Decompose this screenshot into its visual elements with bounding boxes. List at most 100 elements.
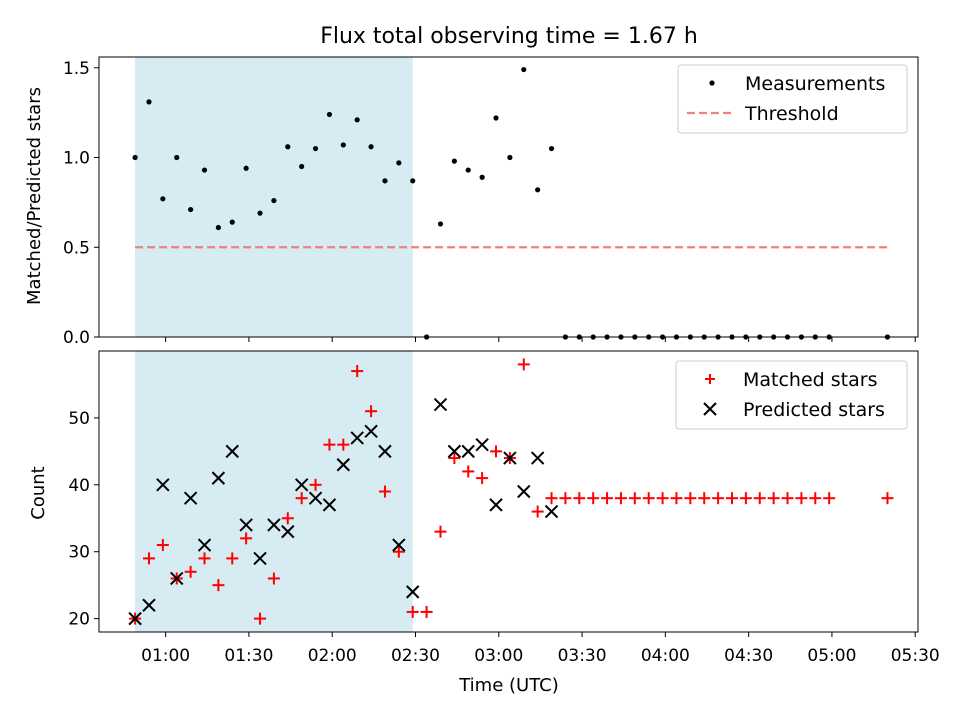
matched-star-point-12 [295, 492, 308, 505]
predicted-star-point-16 [350, 431, 364, 445]
measurement-point-14 [326, 111, 333, 118]
matched-star-point-25 [476, 472, 489, 485]
matched-star-point-20 [406, 605, 419, 618]
x-axis-label: Time (UTC) [458, 675, 559, 696]
matched-star-point-10 [267, 572, 280, 585]
top-y-axis-label: Matched/Predicted stars [24, 87, 45, 305]
bottom-y-tick-label-1: 30 [68, 543, 90, 563]
matched-star-point-38 [656, 492, 669, 505]
matched-star-point-11 [281, 512, 294, 525]
measurement-point-17 [368, 144, 374, 150]
predicted-star-point-22 [447, 444, 462, 459]
chart-title: Flux total observing time = 1.67 h [320, 24, 698, 49]
matched-star-point-9 [254, 612, 267, 625]
predicted-star-point-19 [392, 538, 406, 552]
legend-matched-marker [705, 374, 715, 384]
predicted-star-point-7 [225, 444, 239, 459]
matched-star-point-17 [365, 405, 378, 418]
measurement-point-24 [465, 167, 471, 173]
x-tick-label-6: 04:00 [641, 646, 690, 666]
bottom-plot-area: 20 30 40 50 01:00 01:30 02:00 02:30 03:00 03:30 04… [68, 350, 940, 666]
matched-star-point-40 [684, 492, 697, 505]
bottom-shaded-span [135, 351, 413, 632]
measurement-point-9 [257, 210, 263, 216]
matched-star-point-33 [587, 492, 600, 505]
top-y-tick-label-2: 1.0 [63, 149, 90, 169]
predicted-star-point-26 [503, 451, 517, 465]
matched-star-point-18 [378, 485, 391, 498]
measurement-point-20 [410, 178, 416, 184]
x-tick-label-8: 05:00 [807, 646, 856, 666]
measurement-point-30 [548, 145, 555, 152]
x-tick-label-0: 01:00 [141, 646, 190, 666]
matched-star-point-13 [309, 478, 322, 491]
bottom-legend: Matched stars Predicted stars [675, 360, 908, 430]
predicted-star-point-5 [197, 538, 212, 552]
top-panel: Flux total observing time = 1.67 h 0.0 0.… [24, 24, 919, 348]
predicted-star-point-13 [308, 491, 323, 505]
matched-star-point-24 [462, 465, 475, 478]
matched-star-point-44 [739, 492, 752, 505]
top-plot-area: 0.0 0.5 1.0 1.5 [63, 56, 919, 348]
top-legend: Measurements Threshold [677, 64, 908, 134]
matched-star-point-7 [226, 552, 239, 565]
measurement-point-19 [396, 160, 402, 166]
measurement-point-16 [354, 117, 360, 123]
matched-star-point-8 [240, 532, 253, 545]
measurement-point-11 [285, 144, 291, 150]
predicted-star-point-27 [517, 484, 531, 499]
matched-star-point-36 [628, 492, 641, 505]
matched-star-point-26 [490, 445, 503, 458]
matched-star-point-39 [670, 492, 683, 505]
predicted-star-point-3 [170, 571, 184, 586]
matched-star-point-32 [573, 492, 586, 505]
predicted-star-point-20 [406, 585, 420, 599]
measurement-point-5 [201, 167, 208, 173]
measurement-point-7 [229, 219, 235, 225]
measurement-point-28 [521, 66, 527, 73]
measurement-point-23 [451, 158, 457, 164]
predicted-star-point-11 [281, 524, 295, 539]
predicted-star-point-15 [336, 458, 351, 472]
x-tick-label-1: 01:30 [224, 646, 273, 666]
predicted-star-point-17 [364, 424, 378, 438]
predicted-star-point-6 [211, 471, 226, 485]
legend-measurements-label: Measurements [745, 73, 885, 95]
top-y-tick-label-1: 0.5 [63, 238, 90, 258]
predicted-star-point-29 [544, 504, 559, 519]
top-y-tick-label-0: 0.0 [63, 328, 90, 348]
predicted-star-point-24 [475, 437, 489, 452]
matched-star-point-37 [642, 492, 655, 505]
matched-star-point-49 [809, 492, 822, 505]
top-shaded-span [135, 57, 413, 337]
legend-measurements-marker [709, 80, 715, 86]
measurement-point-12 [299, 163, 305, 170]
matched-star-point-46 [767, 492, 780, 505]
predicted-star-point-10 [267, 518, 281, 532]
predicted-star-point-23 [461, 444, 475, 459]
bottom-legend-box [675, 360, 908, 430]
measurement-point-18 [382, 178, 388, 184]
measurement-point-1 [146, 99, 152, 105]
matched-star-point-51 [881, 492, 894, 505]
matched-star-point-30 [545, 492, 558, 505]
measurement-point-15 [340, 142, 346, 148]
matched-star-point-50 [823, 492, 836, 505]
predicted-star-point-21 [433, 397, 448, 412]
legend-predicted-label: Predicted stars [743, 399, 885, 421]
legend-matched-label: Matched stars [743, 369, 877, 391]
measurement-point-22 [437, 221, 444, 227]
matched-star-point-22 [434, 525, 447, 538]
matched-star-point-16 [351, 365, 364, 378]
measurement-point-27 [507, 154, 513, 161]
matched-star-point-14 [323, 438, 336, 451]
measurement-point-10 [271, 197, 277, 204]
bottom-y-tick-label-3: 50 [68, 409, 90, 429]
matched-star-point-48 [795, 492, 808, 505]
matched-star-point-6 [212, 579, 225, 592]
matched-star-point-4 [184, 565, 197, 578]
matched-star-point-35 [614, 492, 627, 505]
bottom-panel: 20 30 40 50 01:00 01:30 02:00 02:30 03:00 03:30 04… [28, 350, 940, 696]
top-legend-box [677, 64, 908, 134]
